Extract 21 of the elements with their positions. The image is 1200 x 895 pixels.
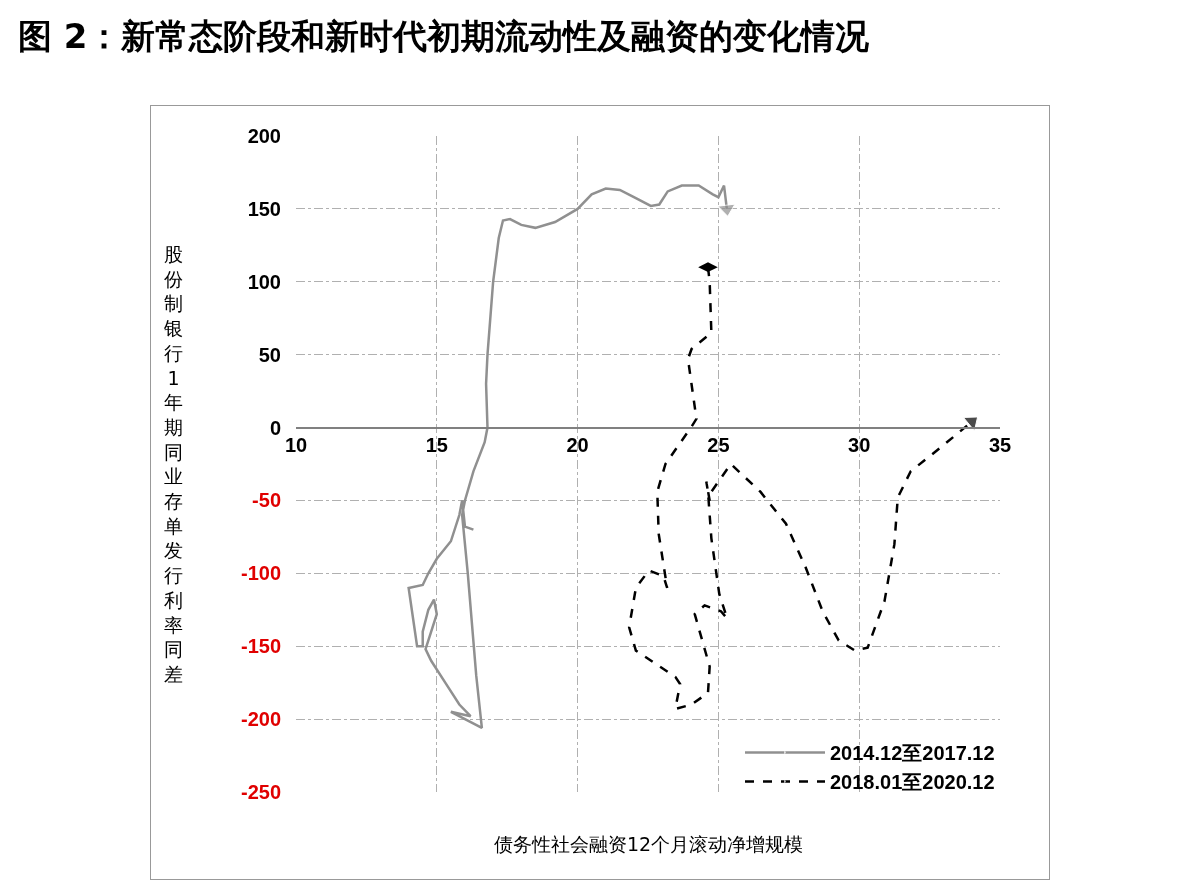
x-tick-label: 20 <box>566 434 589 457</box>
x-tick-label: 15 <box>425 434 448 457</box>
y-tick-label: 50 <box>258 343 281 366</box>
text: 股份制银行1年期同业存单发行利率同差 <box>164 243 183 685</box>
x-tick-label: 10 <box>284 434 308 457</box>
y-tick-label: -50 <box>252 489 281 512</box>
x-axis-title: 债务性社会融资12个月滚动净增规模 <box>494 833 804 855</box>
y-tick-label: 200 <box>247 125 281 147</box>
y-tick-label: -200 <box>240 708 281 731</box>
legend-label: 2018.01至2020.12 <box>830 771 995 794</box>
x-tick-label: 25 <box>707 434 730 457</box>
legend-label: 2014.12至2017.12 <box>830 742 995 765</box>
y-tick-label: 100 <box>247 270 281 293</box>
x-tick-label: 35 <box>988 434 1012 457</box>
y-tick-label: 150 <box>247 197 281 220</box>
y-tick-label: -250 <box>240 781 281 803</box>
y-tick-label: 0 <box>269 416 281 439</box>
x-tick-label: 30 <box>848 434 871 457</box>
y-tick-label: -100 <box>240 562 281 585</box>
y-tick-label: -150 <box>240 635 281 658</box>
chart-title: 图 2：新常态阶段和新时代初期流动性及融资的变化情况 <box>18 15 870 58</box>
